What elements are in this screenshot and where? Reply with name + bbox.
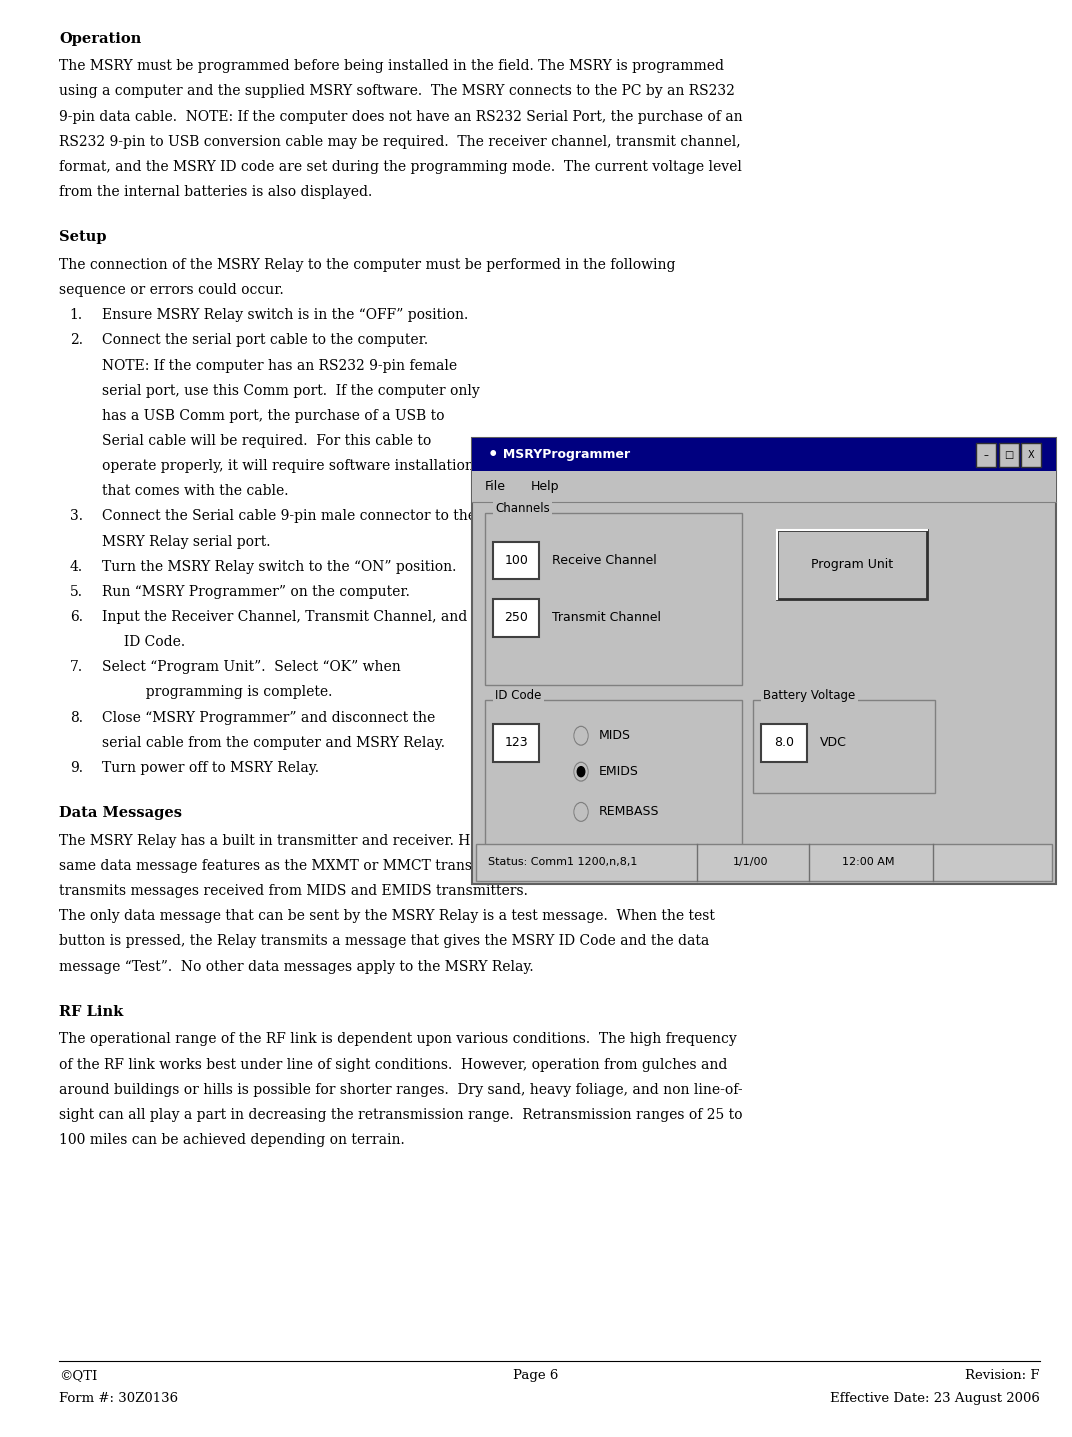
Text: Data Messages: Data Messages xyxy=(59,806,182,821)
FancyBboxPatch shape xyxy=(777,530,927,599)
Text: Form #: 30Z0136: Form #: 30Z0136 xyxy=(59,1392,178,1405)
Text: format, and the MSRY ID code are set during the programming mode.  The current v: format, and the MSRY ID code are set dur… xyxy=(59,160,742,174)
Text: sequence or errors could occur.: sequence or errors could occur. xyxy=(59,283,284,297)
Text: Effective Date: 23 August 2006: Effective Date: 23 August 2006 xyxy=(830,1392,1040,1405)
Text: Input the Receiver Channel, Transmit Channel, and: Input the Receiver Channel, Transmit Cha… xyxy=(102,609,467,624)
Text: Channels: Channels xyxy=(495,502,550,516)
FancyBboxPatch shape xyxy=(493,542,539,579)
Text: RF Link: RF Link xyxy=(59,1004,123,1019)
Text: X: X xyxy=(1028,450,1034,460)
Text: around buildings or hills is possible for shorter ranges.  Dry sand, heavy folia: around buildings or hills is possible fo… xyxy=(59,1082,743,1096)
Text: transmits messages received from MIDS and EMIDS transmitters.: transmits messages received from MIDS an… xyxy=(59,884,527,898)
Text: 100 miles can be achieved depending on terrain.: 100 miles can be achieved depending on t… xyxy=(59,1132,405,1147)
Text: MIDS: MIDS xyxy=(599,729,631,743)
Text: Help: Help xyxy=(531,480,560,493)
Text: –: – xyxy=(984,450,988,460)
Text: from the internal batteries is also displayed.: from the internal batteries is also disp… xyxy=(59,185,372,198)
FancyBboxPatch shape xyxy=(977,443,997,467)
FancyBboxPatch shape xyxy=(493,599,539,637)
Text: Program Unit: Program Unit xyxy=(812,558,893,572)
Text: 8.0: 8.0 xyxy=(774,736,794,750)
Text: Setup: Setup xyxy=(59,230,106,244)
Text: □: □ xyxy=(1004,450,1013,460)
Text: MSRY Relay serial port.: MSRY Relay serial port. xyxy=(102,535,270,549)
Text: RS232 9-pin to USB conversion cable may be required.  The receiver channel, tran: RS232 9-pin to USB conversion cable may … xyxy=(59,135,741,148)
Text: Page 6: Page 6 xyxy=(513,1369,559,1382)
Text: sight can all play a part in decreasing the retransmission range.  Retransmissio: sight can all play a part in decreasing … xyxy=(59,1108,743,1122)
Text: Turn power off to MSRY Relay.: Turn power off to MSRY Relay. xyxy=(102,760,318,775)
Text: of the RF link works best under line of sight conditions.  However, operation fr: of the RF link works best under line of … xyxy=(59,1058,727,1072)
Circle shape xyxy=(575,729,587,744)
Text: The MSRY must be programmed before being installed in the field. The MSRY is pro: The MSRY must be programmed before being… xyxy=(59,59,724,73)
Text: 3.: 3. xyxy=(70,509,83,523)
Text: Status: Comm1 1200,n,8,1: Status: Comm1 1200,n,8,1 xyxy=(488,858,637,867)
Text: 9.: 9. xyxy=(70,760,83,775)
Text: serial port, use this Comm port.  If the computer only: serial port, use this Comm port. If the … xyxy=(102,384,479,398)
FancyBboxPatch shape xyxy=(999,443,1019,467)
Text: Transmit Channel: Transmit Channel xyxy=(552,611,661,625)
FancyBboxPatch shape xyxy=(472,438,1056,884)
FancyBboxPatch shape xyxy=(472,471,1056,502)
Text: Receive Channel: Receive Channel xyxy=(552,553,657,568)
Text: that comes with the cable.: that comes with the cable. xyxy=(102,484,288,499)
Text: VDC: VDC xyxy=(820,736,847,750)
Text: same data message features as the MXMT or MMCT transmitters.  It receives, store: same data message features as the MXMT o… xyxy=(59,859,697,872)
FancyBboxPatch shape xyxy=(472,438,1056,471)
Text: 100: 100 xyxy=(504,553,528,568)
Text: button is pressed, the Relay transmits a message that gives the MSRY ID Code and: button is pressed, the Relay transmits a… xyxy=(59,934,710,948)
Text: File: File xyxy=(485,480,506,493)
FancyBboxPatch shape xyxy=(485,513,742,685)
Text: 1.: 1. xyxy=(70,308,83,322)
FancyBboxPatch shape xyxy=(485,700,742,851)
Text: REMBASS: REMBASS xyxy=(599,805,659,819)
Text: ID Code.: ID Code. xyxy=(102,635,185,650)
Text: 8.: 8. xyxy=(70,710,83,724)
Text: Serial cable will be required.  For this cable to: Serial cable will be required. For this … xyxy=(102,434,431,448)
Text: operate properly, it will require software installation: operate properly, it will require softwa… xyxy=(102,458,474,473)
Text: has a USB Comm port, the purchase of a USB to: has a USB Comm port, the purchase of a U… xyxy=(102,408,444,422)
Text: EMIDS: EMIDS xyxy=(599,764,639,779)
Text: 6.: 6. xyxy=(70,609,83,624)
Text: serial cable from the computer and MSRY Relay.: serial cable from the computer and MSRY … xyxy=(102,736,445,750)
Text: NOTE: If the computer has an RS232 9-pin female: NOTE: If the computer has an RS232 9-pin… xyxy=(102,358,457,372)
Circle shape xyxy=(575,764,587,779)
Text: Operation: Operation xyxy=(59,32,142,46)
Text: The only data message that can be sent by the MSRY Relay is a test message.  Whe: The only data message that can be sent b… xyxy=(59,910,715,923)
Text: Run “MSRY Programmer” on the computer.: Run “MSRY Programmer” on the computer. xyxy=(102,585,410,599)
Text: ⚫ MSRYProgrammer: ⚫ MSRYProgrammer xyxy=(488,448,630,461)
FancyBboxPatch shape xyxy=(476,844,1052,881)
Text: Turn the MSRY Relay switch to the “ON” position.: Turn the MSRY Relay switch to the “ON” p… xyxy=(102,559,457,573)
Text: Select “Program Unit”.  Select “OK” when: Select “Program Unit”. Select “OK” when xyxy=(102,660,401,674)
Text: The MSRY Relay has a built in transmitter and receiver. However, it does not inc: The MSRY Relay has a built in transmitte… xyxy=(59,833,717,848)
Text: using a computer and the supplied MSRY software.  The MSRY connects to the PC by: using a computer and the supplied MSRY s… xyxy=(59,85,734,98)
Text: programming is complete.: programming is complete. xyxy=(102,685,332,700)
Text: Battery Voltage: Battery Voltage xyxy=(763,688,855,703)
Text: 7.: 7. xyxy=(70,660,83,674)
Text: 2.: 2. xyxy=(70,333,83,348)
Text: ID Code: ID Code xyxy=(495,688,541,703)
Text: message “Test”.  No other data messages apply to the MSRY Relay.: message “Test”. No other data messages a… xyxy=(59,960,534,973)
Text: Connect the serial port cable to the computer.: Connect the serial port cable to the com… xyxy=(102,333,428,348)
FancyBboxPatch shape xyxy=(1022,443,1042,467)
Text: 5.: 5. xyxy=(70,585,83,599)
Text: Close “MSRY Programmer” and disconnect the: Close “MSRY Programmer” and disconnect t… xyxy=(102,710,435,724)
FancyBboxPatch shape xyxy=(493,724,539,762)
FancyBboxPatch shape xyxy=(753,700,935,793)
Circle shape xyxy=(577,767,585,776)
Text: Ensure MSRY Relay switch is in the “OFF” position.: Ensure MSRY Relay switch is in the “OFF”… xyxy=(102,308,468,322)
FancyBboxPatch shape xyxy=(761,724,807,762)
Text: 9-pin data cable.  NOTE: If the computer does not have an RS232 Serial Port, the: 9-pin data cable. NOTE: If the computer … xyxy=(59,109,743,124)
Text: ©QTI: ©QTI xyxy=(59,1369,98,1382)
Text: Revision: F: Revision: F xyxy=(966,1369,1040,1382)
Text: 12:00 AM: 12:00 AM xyxy=(843,858,894,867)
Text: 1/1/00: 1/1/00 xyxy=(732,858,769,867)
Circle shape xyxy=(575,805,587,821)
Text: 4.: 4. xyxy=(70,559,83,573)
Text: 123: 123 xyxy=(504,736,528,750)
Text: 250: 250 xyxy=(504,611,528,625)
Text: The connection of the MSRY Relay to the computer must be performed in the follow: The connection of the MSRY Relay to the … xyxy=(59,257,675,272)
Text: Connect the Serial cable 9-pin male connector to the: Connect the Serial cable 9-pin male conn… xyxy=(102,509,476,523)
Text: The operational range of the RF link is dependent upon various conditions.  The : The operational range of the RF link is … xyxy=(59,1032,736,1046)
